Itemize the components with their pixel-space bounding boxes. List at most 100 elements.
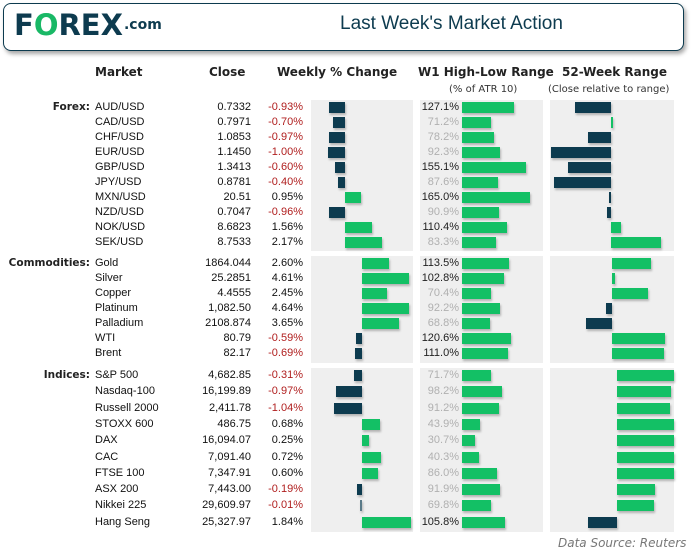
close-value: 82.17: [223, 347, 251, 359]
w1-range-bar: [462, 147, 500, 158]
weekly-change-bar: [328, 132, 345, 143]
w1-range-bar: [462, 102, 515, 113]
weekly-change: 0.72%: [271, 450, 303, 463]
w1-range-bar: [462, 467, 498, 479]
market-name: FTSE 100: [95, 466, 145, 479]
w1-range-bar: [462, 418, 480, 430]
range52-bar: [611, 237, 661, 248]
range52-bar: [617, 467, 674, 479]
weekly-change-bar: [362, 288, 387, 299]
weekly-change-bar: [355, 333, 362, 344]
market-name: STOXX 600: [95, 417, 154, 430]
logo-f: F: [14, 8, 34, 42]
range52-bar: [617, 484, 655, 496]
weekly-change: 1.84%: [271, 515, 303, 528]
w1-range-value: 90.9%: [427, 206, 459, 218]
w1-range-bar: [462, 177, 498, 188]
weekly-change: -0.93%: [268, 101, 303, 113]
w1-range-value: 69.8%: [427, 499, 459, 512]
close-value: 4.4555: [217, 287, 251, 299]
w1-range-value: 92.3%: [427, 146, 459, 158]
close-value: 7,443.00: [208, 483, 251, 496]
section-label: Indices:: [43, 369, 90, 381]
range52-bar: [617, 370, 674, 381]
weekly-change: 0.25%: [271, 434, 303, 447]
weekly-change: -0.59%: [268, 332, 303, 344]
weekly-panel: [311, 368, 413, 532]
market-name: Platinum: [95, 302, 138, 314]
close-value: 0.8781: [217, 176, 251, 188]
w1-range-value: 86.0%: [427, 466, 459, 479]
market-name: Nikkei 225: [95, 499, 147, 512]
w1-range-value: 113.5%: [422, 257, 460, 269]
range52-bar: [586, 318, 612, 329]
w1-range-bar: [462, 435, 475, 447]
weekly-change-bar: [345, 192, 362, 203]
w1-range-bar: [462, 162, 526, 173]
weekly-change: -1.04%: [268, 401, 303, 414]
weekly-change: 2.45%: [271, 287, 303, 299]
w1-range-bar: [462, 318, 491, 329]
header-banner: [3, 3, 684, 51]
close-value: 0.7332: [217, 101, 251, 113]
forex-logo: FOREX.com: [14, 8, 162, 42]
w1-range-value: 91.9%: [427, 483, 459, 496]
w1-range-bar: [462, 192, 530, 203]
range52-bar: [617, 435, 674, 447]
range52-bar: [612, 258, 651, 269]
weekly-change-bar: [362, 467, 378, 479]
market-name: MXN/USD: [95, 191, 146, 203]
close-value: 486.75: [217, 417, 251, 430]
market-name: Russell 2000: [95, 401, 159, 414]
w1-range-value: 91.2%: [427, 401, 459, 414]
close-value: 2,411.78: [208, 401, 251, 414]
market-name: CAD/USD: [95, 116, 145, 128]
w1-range-value: 127.1%: [421, 101, 459, 113]
close-value: 1.1450: [217, 146, 251, 158]
w1-range-bar: [462, 258, 509, 269]
range52-bar: [567, 162, 611, 173]
w1-range-bar: [462, 370, 492, 381]
close-value: 1,082.50: [208, 302, 251, 314]
close-value: 1.3413: [217, 161, 251, 173]
column-header-w1: W1 High-Low Range: [418, 65, 554, 79]
weekly-change: 2.60%: [271, 257, 303, 269]
close-value: 25,327.97: [202, 515, 251, 528]
range52-bar: [612, 333, 665, 344]
column-subheader-w1: (% of ATR 10): [449, 84, 518, 95]
weekly-change-bar: [338, 177, 345, 188]
close-value: 20.51: [223, 191, 251, 203]
market-name: NZD/USD: [95, 206, 144, 218]
range52-bar: [606, 207, 611, 218]
weekly-change-bar: [360, 500, 362, 512]
weekly-change-bar: [356, 484, 362, 496]
w1-range-value: 71.2%: [427, 116, 459, 128]
logo-com: .com: [123, 17, 162, 33]
range52-bar: [617, 418, 674, 430]
market-name: Brent: [95, 347, 122, 359]
section-label: Commodities:: [8, 257, 90, 269]
close-value: 7,091.40: [208, 450, 251, 463]
w1-range-value: 155.1%: [421, 161, 459, 173]
close-value: 4,682.85: [208, 369, 251, 381]
market-name: DAX: [95, 434, 118, 447]
column-header-close: Close: [209, 65, 246, 79]
market-name: Nasdaq-100: [95, 385, 155, 398]
weekly-change-bar: [345, 222, 372, 233]
weekly-change-bar: [362, 451, 382, 463]
weekly-change-bar: [353, 370, 362, 381]
weekly-change: 1.56%: [271, 221, 303, 233]
weekly-change: -0.70%: [268, 116, 303, 128]
w1-range-value: 40.3%: [427, 450, 459, 463]
close-value: 2108.874: [205, 317, 251, 329]
w1-range-bar: [462, 117, 492, 128]
logo-o: O: [33, 8, 59, 42]
w1-range-bar: [462, 484, 500, 496]
weekly-change: -0.96%: [268, 206, 303, 218]
w1-range-bar: [462, 288, 491, 299]
w1-range-bar: [462, 273, 505, 284]
w1-range-bar: [462, 207, 500, 218]
w1-range-value: 70.4%: [427, 287, 459, 299]
w1-range-value: 110.4%: [422, 221, 460, 233]
weekly-change-bar: [328, 147, 345, 158]
